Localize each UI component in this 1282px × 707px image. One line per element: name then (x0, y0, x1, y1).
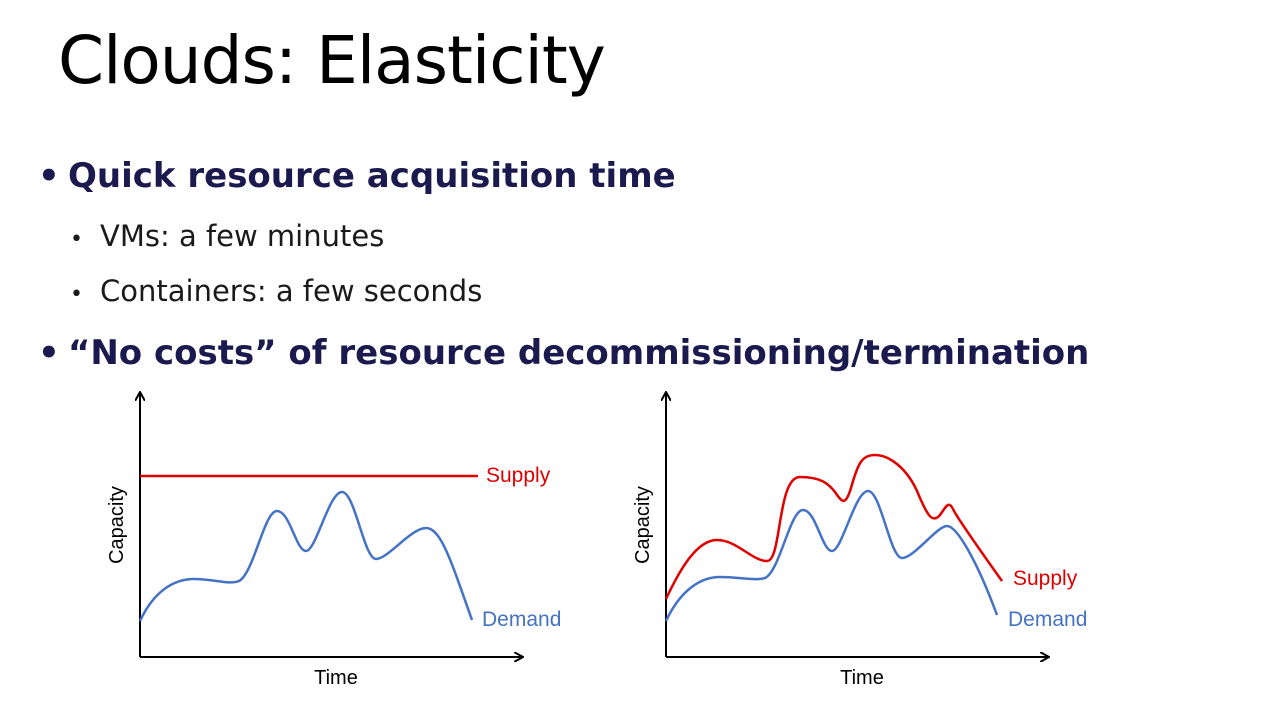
y-axis-label: Capacity (106, 486, 128, 564)
bullet-text: Quick resource acquisition time (68, 156, 676, 196)
bullet-marker: • (70, 227, 83, 252)
chart-elastic-provisioning: Capacity Time Supply Demand (632, 385, 1087, 689)
bullet-text: “No costs” of resource decommissioning/t… (68, 333, 1090, 373)
bullet-marker: • (70, 282, 83, 307)
demand-line (138, 490, 474, 622)
sub-bullet-text: Containers: a few seconds (100, 274, 483, 308)
demand-line (664, 489, 999, 622)
demand-legend-label: Demand (482, 608, 561, 631)
sub-bullet-vms: • VMs: a few minutes (70, 219, 384, 253)
sub-bullet-containers: • Containers: a few seconds (70, 274, 482, 308)
bullet-no-costs: • “No costs” of resource decommissioning/… (38, 333, 1089, 373)
x-axis-label: Time (314, 667, 358, 689)
chart-static-provisioning: Capacity Time Supply Demand (106, 385, 561, 689)
demand-legend-label: Demand (1008, 608, 1087, 631)
supply-legend-label: Supply (486, 464, 551, 487)
y-axis-label: Capacity (632, 486, 654, 564)
x-axis-label: Time (840, 667, 884, 689)
supply-line (664, 453, 1004, 600)
bullet-marker: • (38, 156, 60, 196)
bullet-acquisition-time: • Quick resource acquisition time (38, 156, 676, 196)
bullet-marker: • (38, 333, 60, 373)
slide-title: Clouds: Elasticity (58, 22, 606, 99)
sub-bullet-text: VMs: a few minutes (100, 219, 385, 253)
supply-legend-label: Supply (1013, 567, 1078, 590)
